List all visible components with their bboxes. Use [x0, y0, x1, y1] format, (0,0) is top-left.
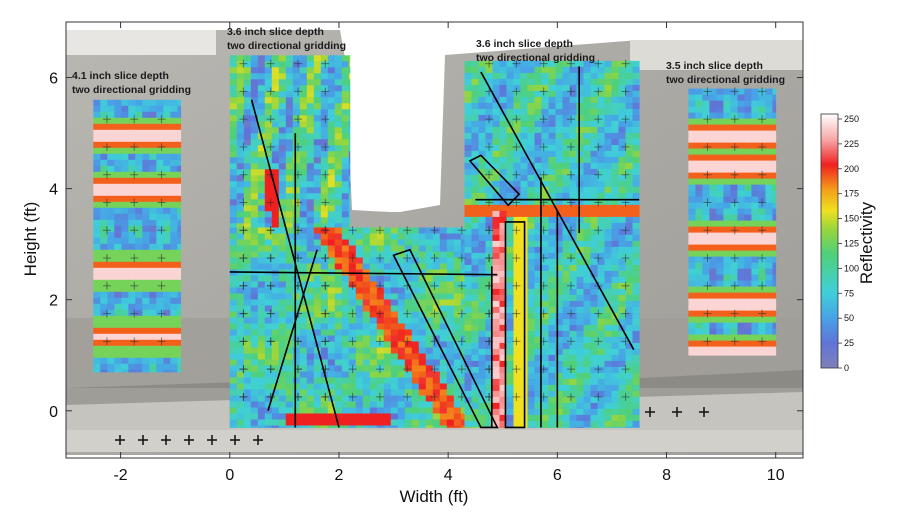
colorbar-tick-label: 25 [844, 338, 854, 348]
heatmap-panel-1 [93, 99, 182, 373]
heatmap-panel-5 [688, 88, 777, 356]
grid-cross-markers [102, 59, 767, 445]
y-tick-label: 4 [49, 182, 58, 199]
panel-sublabel-5: two directional gridding [666, 74, 785, 86]
colorbar-label: Reflectivity [857, 201, 876, 284]
annotation-lines [229, 66, 640, 429]
plot-frame [65, 21, 804, 459]
annotation-box-1 [392, 248, 499, 429]
panel-label-1: 4.1 inch slice depth [72, 70, 169, 82]
colorbar-tick-label: 50 [844, 313, 854, 323]
colorbar-tick-label: 250 [844, 114, 859, 124]
x-tick-label: 2 [335, 467, 344, 484]
colorbar-tick-label: 75 [844, 288, 854, 298]
x-tick-label: 4 [444, 467, 453, 484]
x-tick-label: 10 [767, 467, 785, 484]
colorbar-tick-label: 125 [844, 238, 859, 248]
x-tick-label: 6 [553, 467, 562, 484]
colorbar-tick-label: 0 [844, 363, 849, 373]
colorbar-tick-label: 150 [844, 214, 859, 224]
annotation-box-3 [504, 221, 526, 429]
annotation-line-3 [267, 249, 318, 412]
annotation-line-4 [229, 271, 498, 276]
panel-label-4: 3.6 inch slice depth [476, 38, 573, 50]
heatmap-panel-4 [464, 60, 640, 428]
colorbar-bar [820, 113, 839, 369]
y-tick-label: 0 [49, 404, 58, 421]
panel-label-5: 3.5 inch slice depth [666, 60, 763, 72]
panel-sublabel-2: two directional gridding [227, 40, 346, 52]
panel-sublabel-1: two directional gridding [72, 84, 191, 96]
panel-label-2: 3.6 inch slice depth [227, 26, 324, 38]
colorbar-tick-label: 200 [844, 164, 859, 174]
colorbar-tick-label: 175 [844, 189, 859, 199]
x-tick-label: -2 [113, 467, 127, 484]
panel-sublabel-4: two directional gridding [476, 52, 595, 64]
annotation-box-2 [468, 154, 521, 207]
y-axis-label: Height (ft) [21, 202, 40, 277]
x-tick-label: 8 [662, 467, 671, 484]
colorbar: 0 25 50 75 100 125 150 175 200 225 250 Reflectivit… [820, 113, 876, 373]
x-axis-label: Width (ft) [400, 487, 469, 506]
y-tick-label: 2 [49, 293, 58, 310]
x-tick-label: 0 [225, 467, 234, 484]
colorbar-tick-label: 225 [844, 139, 859, 149]
y-tick-label: 6 [49, 71, 58, 88]
colorbar-tick-label: 100 [844, 263, 859, 273]
